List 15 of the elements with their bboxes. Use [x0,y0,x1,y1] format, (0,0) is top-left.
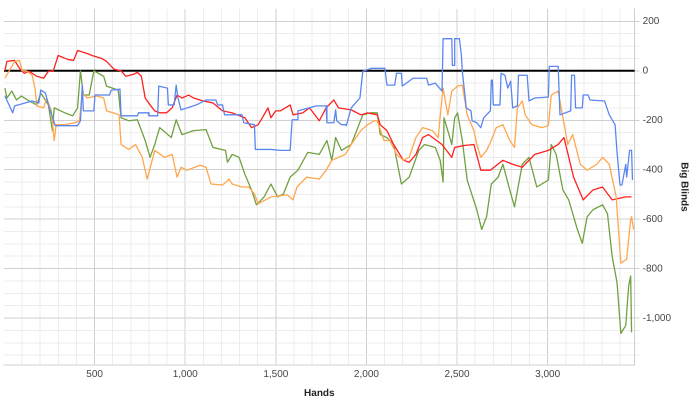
x-axis-title: Hands [304,388,336,399]
x-tick-label: 1,500 [263,368,289,380]
x-tick-label: 2,000 [354,368,380,380]
x-tick-label: 3,000 [535,368,561,380]
y-tick-label: -400 [642,164,664,176]
x-tick-label: 500 [86,368,104,380]
y-tick-label: -1,000 [642,312,672,324]
y-tick-label: -800 [642,263,664,274]
y-tick-label: 200 [642,16,660,28]
x-tick-label: 1,000 [172,368,198,380]
y-tick-label: 0 [642,66,649,77]
y-tick-label: -600 [642,214,664,225]
x-tick-label: 2,500 [444,368,470,380]
y-axis-title: Big Blinds [678,162,690,212]
y-tick-label: -200 [642,115,664,126]
